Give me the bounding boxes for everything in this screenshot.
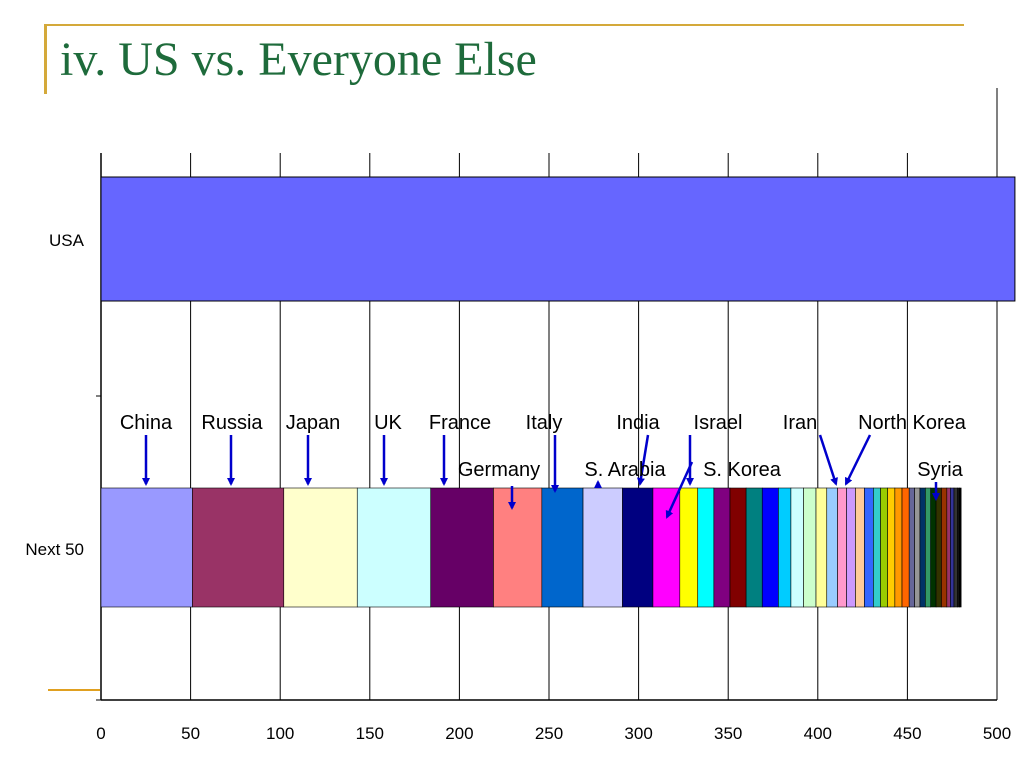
category-label-0: USA xyxy=(49,231,85,250)
x-tick-label-350: 350 xyxy=(714,724,742,743)
bar-segment-38 xyxy=(950,487,955,608)
bar-segment-italy xyxy=(541,487,584,608)
annotation-india: India xyxy=(616,412,660,434)
bar-segment-s-korea xyxy=(697,487,715,608)
bar-segment-germany xyxy=(493,487,543,608)
bar-segment-25 xyxy=(873,487,881,608)
bar-segment-russia xyxy=(192,487,285,608)
bar-segment-34 xyxy=(930,487,937,608)
annotation-china: China xyxy=(120,412,173,434)
annotation-france: France xyxy=(429,412,491,434)
x-tick-label-150: 150 xyxy=(356,724,384,743)
bar-segment-31 xyxy=(914,487,921,608)
bar-segment-27 xyxy=(887,487,896,608)
bar-segment-17 xyxy=(790,487,804,608)
annotation-syria: Syria xyxy=(917,459,963,481)
x-tick-label-250: 250 xyxy=(535,724,563,743)
bar-segment-24 xyxy=(864,487,874,608)
bar-segment-41 xyxy=(959,487,962,608)
annotation-iran: Iran xyxy=(783,412,817,434)
bar-segment-37 xyxy=(946,487,951,608)
bar-segment-china xyxy=(100,487,193,608)
annotation-s-korea: S. Korea xyxy=(703,459,782,481)
title-rule-left xyxy=(44,24,47,94)
title-rule-top xyxy=(46,24,964,26)
x-tick-label-0: 0 xyxy=(96,724,105,743)
bar-segment-16 xyxy=(778,487,792,608)
bar-segment-15 xyxy=(761,487,779,608)
bar-segment-israel xyxy=(652,487,681,608)
bar-segment-35 xyxy=(935,487,942,608)
arrow-iran xyxy=(818,434,838,486)
x-tick-label-200: 200 xyxy=(445,724,473,743)
bar-segment-uk xyxy=(356,487,432,608)
bar-segment-13 xyxy=(729,487,747,608)
x-tick-label-300: 300 xyxy=(624,724,652,743)
bar-segment-18 xyxy=(803,487,817,608)
arrow-s-korea xyxy=(665,461,694,519)
bar-segment-30 xyxy=(908,487,915,608)
annotation-uk: UK xyxy=(374,412,402,434)
bar-segment-india xyxy=(622,487,654,608)
bar-segment-s-arabia xyxy=(582,487,623,608)
bar-segment-28 xyxy=(894,487,903,608)
annotation-israel: Israel xyxy=(694,412,743,434)
bar-segment-14 xyxy=(745,487,763,608)
bar-segment-23 xyxy=(855,487,865,608)
slide-title: iv. US vs. Everyone Else xyxy=(60,33,537,86)
bar-segment-29 xyxy=(901,487,910,608)
bar-segment-iran xyxy=(826,487,838,608)
bar-segment-france xyxy=(430,487,494,608)
bar-segment-26 xyxy=(880,487,888,608)
annotation-russia: Russia xyxy=(201,412,263,434)
annotation-north-korea: North Korea xyxy=(858,412,967,434)
annotation-germany: Germany xyxy=(458,459,540,481)
bar-segment-39 xyxy=(953,487,958,608)
x-tick-label-450: 450 xyxy=(893,724,921,743)
bar-segment-33 xyxy=(925,487,931,608)
bar-segment-12 xyxy=(713,487,731,608)
annotation-japan: Japan xyxy=(286,412,341,434)
x-tick-label-400: 400 xyxy=(804,724,832,743)
bar-segment-22 xyxy=(846,487,856,608)
x-tick-label-500: 500 xyxy=(983,724,1011,743)
bar-segment-syria xyxy=(941,487,948,608)
bar-segment-north-korea xyxy=(837,487,847,608)
annotation-italy: Italy xyxy=(526,412,563,434)
bar-segment-19 xyxy=(815,487,828,608)
arrow-india xyxy=(637,434,650,486)
bar-segment-32 xyxy=(919,487,926,608)
footer-rule xyxy=(48,689,100,691)
x-tick-label-100: 100 xyxy=(266,724,294,743)
bar-segment-japan xyxy=(283,487,358,608)
x-tick-label-50: 50 xyxy=(181,724,200,743)
arrow-north-korea xyxy=(844,434,872,486)
category-label-1: Next 50 xyxy=(25,540,84,559)
annotation-s-arabia: S. Arabia xyxy=(584,459,666,481)
bar-segment-10 xyxy=(679,487,699,608)
bar-usa xyxy=(100,176,1016,302)
